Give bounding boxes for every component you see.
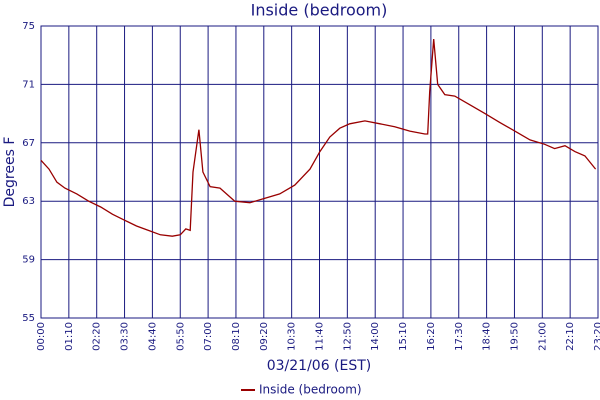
x-tick-label: 21:00 (537, 322, 548, 351)
plot-border (40, 25, 599, 319)
y-tick-label: 55 (22, 313, 35, 324)
x-tick-label: 11:40 (315, 322, 326, 351)
chart-title: Inside (bedroom) (251, 1, 388, 20)
x-tick-label: 04:40 (147, 322, 158, 351)
x-tick-label: 14:00 (370, 322, 381, 351)
x-tick-label: 03:30 (120, 322, 131, 351)
x-tick-label: 19:50 (509, 322, 520, 351)
x-tick-label: 02:20 (92, 322, 103, 351)
x-tick-label: 07:00 (203, 322, 214, 351)
x-tick-label: 15:10 (398, 322, 409, 351)
x-tick-label: 17:30 (454, 322, 465, 351)
x-tick-label: 00:00 (36, 322, 47, 351)
x-tick-label: 08:10 (231, 322, 242, 351)
y-tick-label: 63 (22, 196, 35, 207)
x-tick-label: 16:20 (426, 322, 437, 351)
x-tick-label: 05:50 (175, 322, 186, 351)
y-tick-label: 75 (22, 21, 35, 32)
x-tick-label: 18:40 (482, 322, 493, 351)
line-series (40, 39, 597, 237)
x-axis-label: 03/21/06 (EST) (267, 358, 372, 374)
y-axis-label: Degrees F (2, 137, 18, 208)
x-tick-label: 23:20 (593, 322, 600, 351)
x-tick-label: 01:10 (64, 322, 75, 351)
y-tick-label: 71 (22, 79, 35, 90)
x-tick-label: 10:30 (287, 322, 298, 351)
x-tick-label: 12:50 (342, 322, 353, 351)
x-tick-label: 22:10 (565, 322, 576, 351)
y-tick-label: 59 (22, 255, 35, 266)
y-tick-label: 67 (22, 138, 35, 149)
legend-label: Inside (bedroom) (259, 383, 362, 397)
x-tick-label: 09:20 (259, 322, 270, 351)
